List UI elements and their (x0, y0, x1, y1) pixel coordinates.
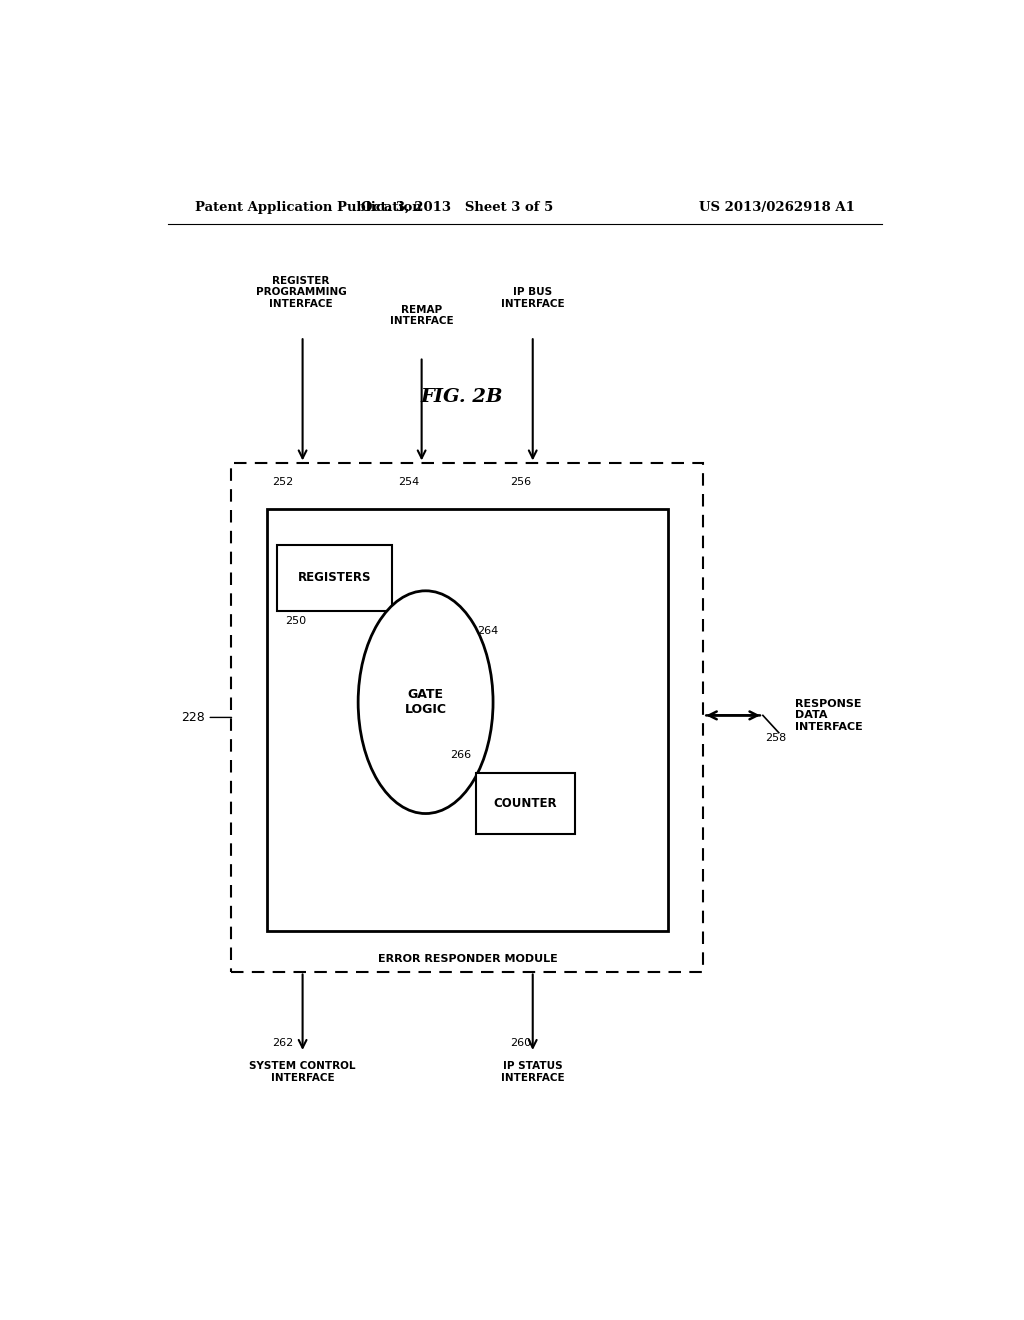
Bar (475, 774, 574, 834)
Text: 266: 266 (451, 750, 472, 760)
Text: COUNTER: COUNTER (494, 797, 557, 810)
Text: FIG. 2B: FIG. 2B (420, 388, 503, 407)
Text: US 2013/0262918 A1: US 2013/0262918 A1 (699, 201, 855, 214)
Text: GATE
LOGIC: GATE LOGIC (404, 688, 446, 717)
Text: 256: 256 (511, 477, 531, 487)
Text: IP STATUS
INTERFACE: IP STATUS INTERFACE (501, 1061, 564, 1082)
Text: 250: 250 (285, 616, 306, 626)
Bar (231, 463, 703, 972)
Text: 228: 228 (181, 711, 205, 723)
Text: REGISTERS: REGISTERS (298, 572, 372, 585)
Text: IP BUS
INTERFACE: IP BUS INTERFACE (501, 288, 564, 309)
Text: SYSTEM CONTROL
INTERFACE: SYSTEM CONTROL INTERFACE (249, 1061, 356, 1082)
Ellipse shape (358, 591, 494, 813)
Text: ERROR RESPONDER MODULE: ERROR RESPONDER MODULE (378, 954, 557, 965)
Text: REGISTER
PROGRAMMING
INTERFACE: REGISTER PROGRAMMING INTERFACE (256, 276, 346, 309)
Text: 260: 260 (511, 1038, 531, 1048)
Text: RESPONSE
DATA
INTERFACE: RESPONSE DATA INTERFACE (795, 698, 862, 733)
Text: 262: 262 (272, 1038, 294, 1048)
Bar (267, 510, 668, 931)
Text: 254: 254 (397, 477, 419, 487)
Text: 258: 258 (765, 733, 786, 743)
Text: 264: 264 (477, 626, 499, 636)
Text: REMAP
INTERFACE: REMAP INTERFACE (390, 305, 454, 326)
Text: 252: 252 (272, 477, 294, 487)
Text: Patent Application Publication: Patent Application Publication (196, 201, 422, 214)
Text: Oct. 3, 2013   Sheet 3 of 5: Oct. 3, 2013 Sheet 3 of 5 (361, 201, 553, 214)
Bar (278, 545, 392, 611)
